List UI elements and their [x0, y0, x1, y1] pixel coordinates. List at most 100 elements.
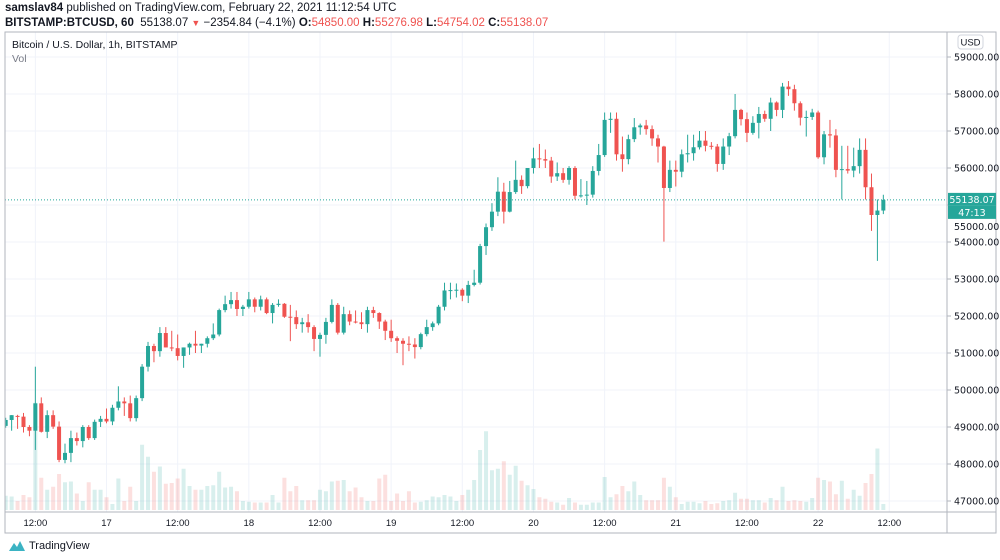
volume-bar [525, 485, 530, 510]
close-label: C: [488, 17, 501, 29]
candle [638, 123, 643, 135]
volume-bar [306, 500, 311, 510]
candle [756, 106, 761, 139]
candle [875, 199, 880, 261]
candle-body [27, 427, 32, 431]
open-label: O: [298, 17, 312, 29]
volume-bar [442, 495, 447, 510]
volume-bar [412, 502, 417, 510]
candle-body [602, 119, 607, 156]
price-axis[interactable]: 47000.00 48000.00 49000.00 50000.00 51000.00… [947, 53, 999, 508]
candle [347, 310, 352, 326]
candle-body [80, 427, 85, 442]
candle [715, 143, 720, 172]
volume-bar [863, 483, 868, 510]
volume-bar [679, 504, 684, 510]
time-tick-label: 22 [813, 518, 824, 529]
candle [774, 101, 779, 117]
volume-bar [21, 495, 26, 510]
candle-body [424, 327, 429, 335]
volume-bar [638, 495, 643, 510]
volume-bar [377, 478, 382, 510]
time-tick-label: 12:00 [166, 518, 190, 529]
candle [691, 134, 696, 161]
candle [68, 430, 73, 463]
low-value: 54754.02 [436, 17, 485, 29]
volume-bar [211, 485, 216, 510]
candle-body [211, 334, 216, 339]
candle [341, 306, 346, 335]
candle-body [353, 321, 358, 323]
candle-body [365, 310, 370, 325]
candle [389, 319, 394, 342]
volume-bar [513, 465, 518, 510]
triangle-down-icon: ▼ [191, 18, 201, 28]
volume-bar [389, 501, 394, 510]
volume-bar [187, 486, 192, 510]
candle [596, 143, 601, 176]
candle-body [104, 418, 109, 422]
volume-bar [721, 501, 726, 510]
volume-bar [80, 501, 85, 510]
footer: TradingView [8, 540, 90, 552]
candle-body [234, 300, 239, 309]
candle [406, 336, 411, 352]
candle-body [531, 158, 536, 168]
candle-body [5, 419, 8, 426]
volume-bar [567, 498, 572, 510]
low-label: L: [426, 17, 437, 29]
volume-bar [270, 495, 275, 510]
candle-body [590, 170, 595, 195]
candle [567, 166, 572, 185]
candle [98, 415, 103, 427]
candle [442, 282, 447, 311]
candles [5, 81, 886, 464]
candle [881, 194, 886, 215]
chart-title: Bitcoin / U.S. Dollar, 1h, BITSTAMP [12, 39, 178, 51]
candle-body [501, 191, 506, 212]
candle [300, 317, 305, 333]
candle-body [709, 145, 714, 147]
candle-body [656, 138, 660, 147]
volume-bar [537, 497, 542, 510]
brand-name[interactable]: TradingView [29, 540, 90, 552]
volume-bar [33, 402, 38, 510]
candle-body [323, 321, 328, 335]
candle [513, 160, 518, 194]
candle [63, 443, 67, 464]
candle [353, 310, 358, 324]
volume-bar [335, 480, 340, 510]
last-price-badge [948, 192, 996, 206]
volume-bar [9, 496, 14, 510]
price-tick-label: 55000.00 [954, 222, 999, 233]
candle-body [418, 334, 423, 348]
volume-bar [501, 461, 506, 510]
candle [306, 314, 311, 333]
candle-body [329, 304, 334, 322]
candle [163, 327, 168, 348]
candle [472, 269, 477, 287]
volume-bar [703, 501, 708, 510]
candle [21, 412, 26, 433]
volume-bar [739, 498, 744, 510]
price-tick-label: 49000.00 [954, 423, 999, 434]
candle [104, 408, 109, 424]
candle-body [555, 173, 560, 177]
candle [744, 112, 749, 143]
time-tick-label: 12:00 [877, 518, 901, 529]
candle [555, 162, 560, 181]
time-axis[interactable]: 12:00 17 12:00 18 12:00 19 12:00 20 12:00 21 12:00… [23, 518, 901, 529]
volume-bar [733, 492, 738, 510]
volume-bar [288, 491, 293, 510]
candle [383, 319, 388, 341]
candle [733, 94, 738, 139]
volume-bar [798, 501, 803, 510]
volume-bar [134, 501, 139, 510]
candle-body [489, 211, 494, 228]
candle-body [223, 304, 228, 311]
volume-bar [323, 491, 328, 510]
volume-bar [300, 500, 305, 510]
currency-button[interactable] [957, 34, 984, 50]
author-name[interactable]: samslav84 [5, 2, 64, 14]
